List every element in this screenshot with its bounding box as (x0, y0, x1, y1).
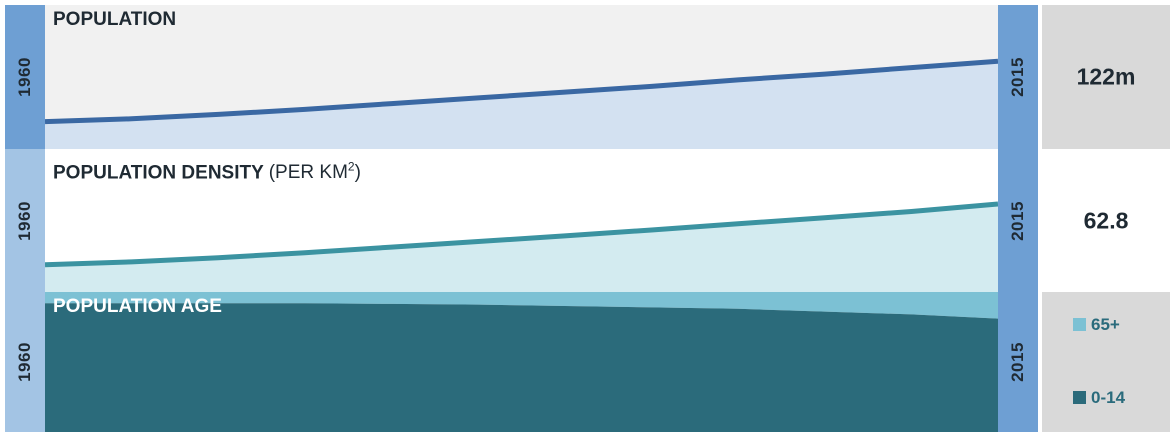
end-year-bar: 2015 (998, 5, 1038, 149)
start-year-bar: 1960 (5, 149, 45, 292)
start-year-bar: 1960 (5, 292, 45, 432)
density-unit: (PER KM2) (268, 160, 361, 184)
density-unit-sup: 2 (347, 160, 355, 174)
population-chart-svg (45, 58, 998, 149)
start-year-bar: 1960 (5, 5, 45, 149)
population-panel: 1960 POPULATION 2015 122m (0, 5, 1170, 149)
population-value: 122m (1076, 63, 1136, 90)
age-65-plus-area (45, 292, 998, 319)
age-title: POPULATION AGE (53, 296, 222, 318)
age-0-14-area (45, 303, 998, 432)
start-year-label: 1960 (15, 342, 34, 382)
density-chart-svg (45, 201, 998, 292)
density-chart (45, 149, 998, 292)
density-unit-prefix: (PER KM (268, 162, 348, 184)
density-unit-suffix: ) (354, 162, 361, 184)
density-panel: 1960 POPULATION DENSITY (PER KM2) 2015 6… (0, 149, 1170, 292)
population-chart (45, 5, 998, 149)
end-year-bar: 2015 (998, 149, 1038, 292)
end-year-label: 2015 (1008, 200, 1027, 241)
end-year-label: 2015 (1008, 57, 1027, 97)
age-title-text: POPULATION AGE (53, 296, 222, 317)
end-year-bar: 2015 (998, 292, 1038, 432)
density-line (45, 201, 998, 268)
legend-swatch-0-14 (1073, 391, 1086, 404)
population-title-text: POPULATION (53, 9, 177, 30)
population-value-box: 122m (1042, 5, 1170, 149)
start-year-label: 1960 (15, 57, 34, 97)
legend-item-65-plus: 65+ (1073, 315, 1120, 335)
legend-swatch-65-plus (1073, 318, 1086, 331)
legend-item-0-14: 0-14 (1073, 388, 1125, 408)
density-area (45, 204, 998, 292)
legend-label-65-plus: 65+ (1091, 315, 1120, 334)
density-value: 62.8 (1083, 207, 1129, 233)
population-title: POPULATION (53, 9, 176, 31)
population-area (45, 61, 998, 149)
legend-label-0-14: 0-14 (1091, 388, 1126, 407)
age-chart-svg (45, 292, 998, 432)
end-year-label: 2015 (1008, 342, 1027, 382)
density-title: POPULATION DENSITY (PER KM2) (53, 160, 361, 184)
population-line (45, 58, 998, 125)
density-title-text: POPULATION DENSITY (53, 162, 264, 184)
density-value-box: 62.8 (1042, 149, 1170, 292)
start-year-label: 1960 (15, 200, 34, 241)
age-panel: 1960 POPULATION AGE 2015 65+ 0-14 (0, 292, 1170, 432)
age-legend-box: 65+ 0-14 (1042, 292, 1170, 432)
age-chart (45, 292, 998, 432)
